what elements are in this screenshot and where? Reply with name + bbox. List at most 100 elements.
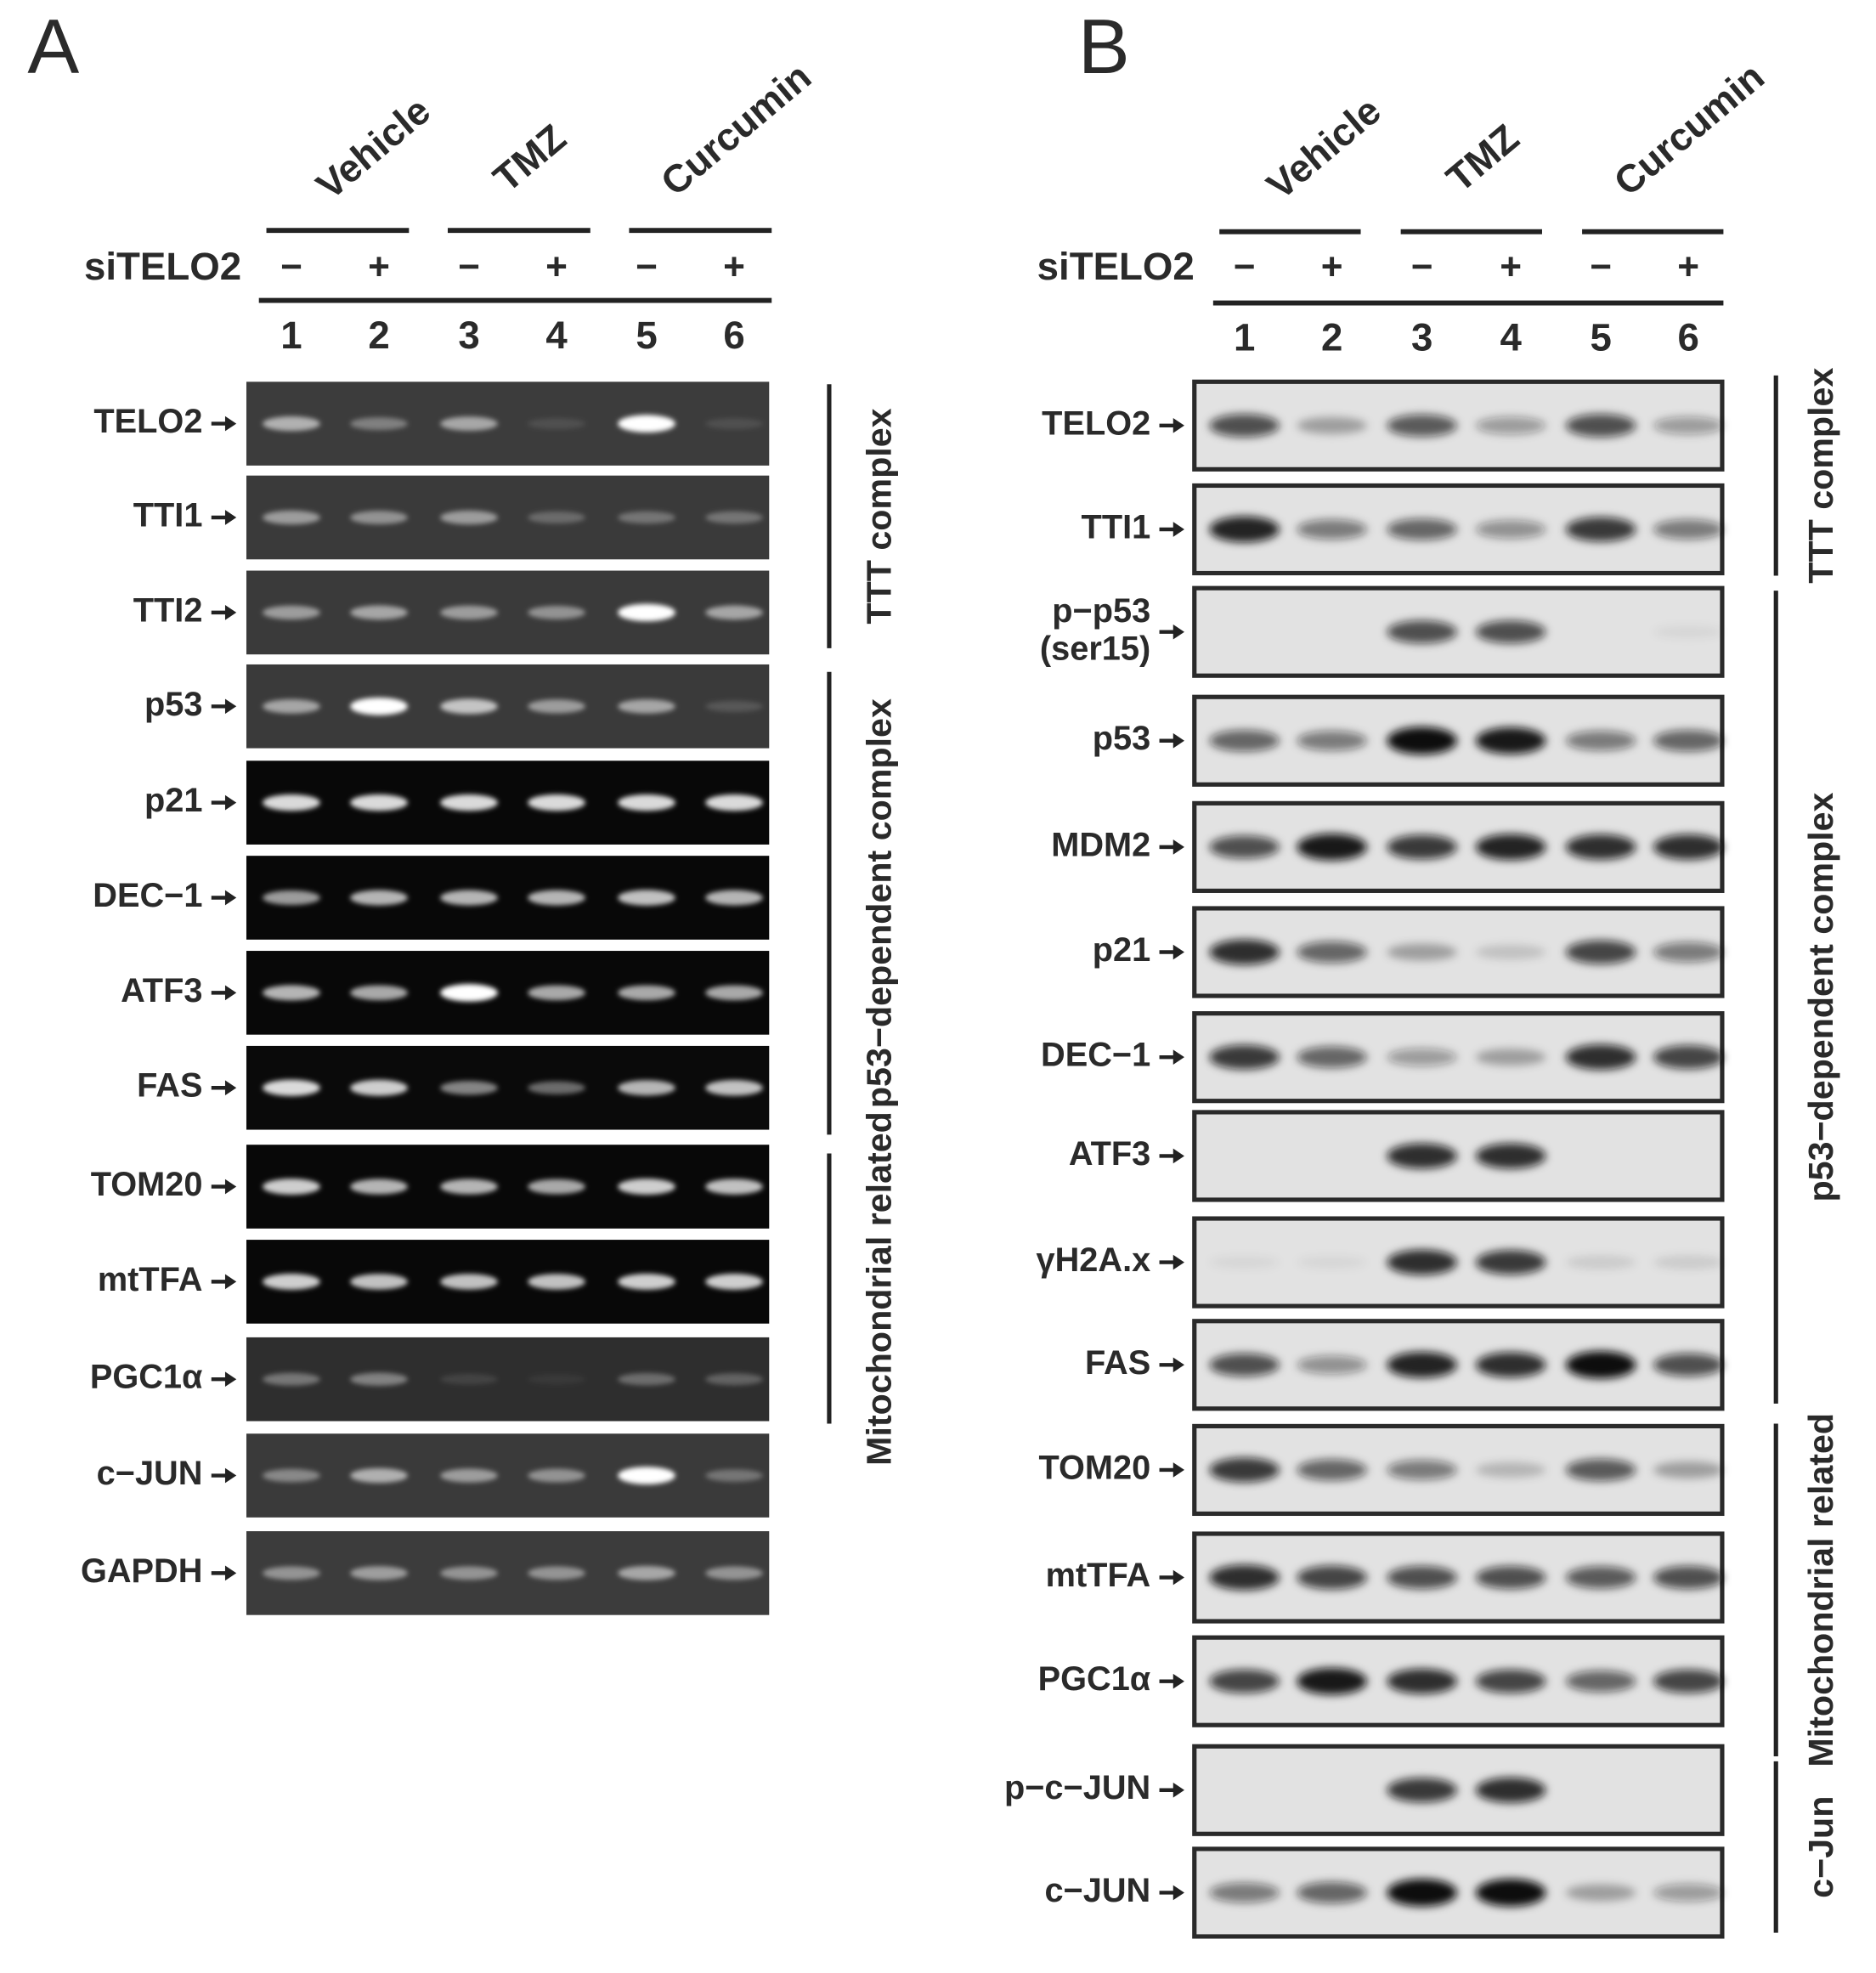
row-label: p−p53 — [1052, 592, 1150, 630]
arrow-head — [224, 510, 237, 525]
row-label: GAPDH — [81, 1552, 203, 1590]
row-label: p53 — [1093, 720, 1150, 757]
row-label: c−JUN — [97, 1455, 203, 1492]
band — [1653, 1353, 1724, 1377]
row-label: MDM2 — [1051, 826, 1150, 863]
band — [1209, 414, 1280, 438]
band — [263, 1468, 320, 1483]
blot — [246, 570, 770, 655]
band — [705, 1373, 763, 1386]
arrow-head — [1172, 417, 1184, 433]
blot — [1192, 1744, 1725, 1836]
blot — [246, 760, 770, 845]
band — [440, 1179, 498, 1195]
band — [263, 985, 320, 1001]
band — [263, 1079, 320, 1096]
row-label: FAS — [137, 1067, 202, 1105]
band — [1209, 1457, 1280, 1483]
row-label: p21 — [1093, 931, 1150, 969]
arrow-head — [1172, 1357, 1184, 1373]
arrow-head — [224, 890, 237, 906]
band — [1209, 516, 1280, 543]
band — [263, 1273, 320, 1290]
arrow-head — [1172, 1885, 1184, 1901]
arrow-head — [1172, 732, 1184, 749]
band — [1297, 1667, 1367, 1695]
sign: − — [458, 246, 480, 287]
panel-letter: A — [27, 3, 79, 90]
band — [440, 510, 498, 525]
sign: + — [1500, 246, 1522, 287]
blot — [246, 1240, 770, 1324]
blot — [246, 1337, 770, 1422]
band — [1387, 1778, 1457, 1803]
band — [528, 1468, 585, 1483]
band — [350, 1468, 408, 1484]
band — [440, 794, 498, 811]
band — [618, 1080, 675, 1096]
band — [705, 1469, 763, 1482]
sign: − — [1411, 246, 1433, 287]
group-label: TMZ — [485, 116, 574, 200]
lane-number: 5 — [636, 314, 657, 357]
band — [528, 1566, 585, 1580]
band — [350, 890, 408, 906]
arrow-head — [1172, 1049, 1184, 1065]
row-label: TTI1 — [1082, 508, 1151, 546]
row-label: FAS — [1085, 1344, 1150, 1382]
lane-number: 1 — [1234, 316, 1255, 359]
band — [1475, 1250, 1546, 1275]
lane-number: 5 — [1590, 316, 1611, 359]
row-label: γH2A.x — [1037, 1241, 1151, 1279]
band — [528, 985, 585, 1001]
arrow-head — [224, 1274, 237, 1290]
sign: − — [1590, 246, 1612, 287]
sign: + — [1677, 246, 1699, 287]
band — [263, 605, 320, 619]
band — [440, 1373, 498, 1385]
arrow-head — [224, 794, 237, 811]
row-label: p21 — [144, 782, 202, 819]
arrow-head — [224, 1371, 237, 1388]
band — [1565, 1566, 1636, 1589]
band — [528, 699, 585, 714]
band — [1387, 1249, 1457, 1275]
band — [1653, 416, 1724, 435]
band — [528, 1374, 585, 1385]
band — [350, 1079, 408, 1096]
band — [1565, 1671, 1636, 1693]
blot — [1192, 585, 1725, 678]
band — [350, 1179, 408, 1195]
band — [1565, 517, 1636, 542]
group-label: Vehicle — [1258, 88, 1388, 207]
band — [350, 1566, 408, 1580]
band — [1209, 1882, 1280, 1903]
band — [705, 890, 763, 906]
band — [1297, 1255, 1367, 1269]
band — [1475, 1143, 1546, 1169]
band — [350, 794, 408, 811]
band — [1209, 1044, 1280, 1070]
band — [705, 511, 763, 524]
bracket-label: Mitochondrial related — [1801, 1413, 1840, 1767]
band — [1387, 620, 1457, 644]
blot — [246, 382, 770, 466]
band — [1387, 518, 1457, 540]
row-label: mtTFA — [98, 1261, 203, 1298]
band — [1475, 1352, 1546, 1378]
band — [1387, 1460, 1457, 1480]
band — [1209, 730, 1280, 752]
band — [440, 698, 498, 715]
band — [1297, 730, 1367, 751]
band — [350, 605, 408, 620]
band — [1297, 1565, 1367, 1590]
blot — [1192, 483, 1725, 576]
arrow-head — [224, 1467, 237, 1484]
band — [1387, 726, 1457, 755]
arrow-head — [1172, 944, 1184, 960]
sign: + — [545, 246, 568, 287]
band — [1297, 941, 1367, 964]
bracket-label: c−Jun — [1801, 1796, 1840, 1898]
band — [705, 794, 763, 811]
arrow-head — [224, 605, 237, 620]
